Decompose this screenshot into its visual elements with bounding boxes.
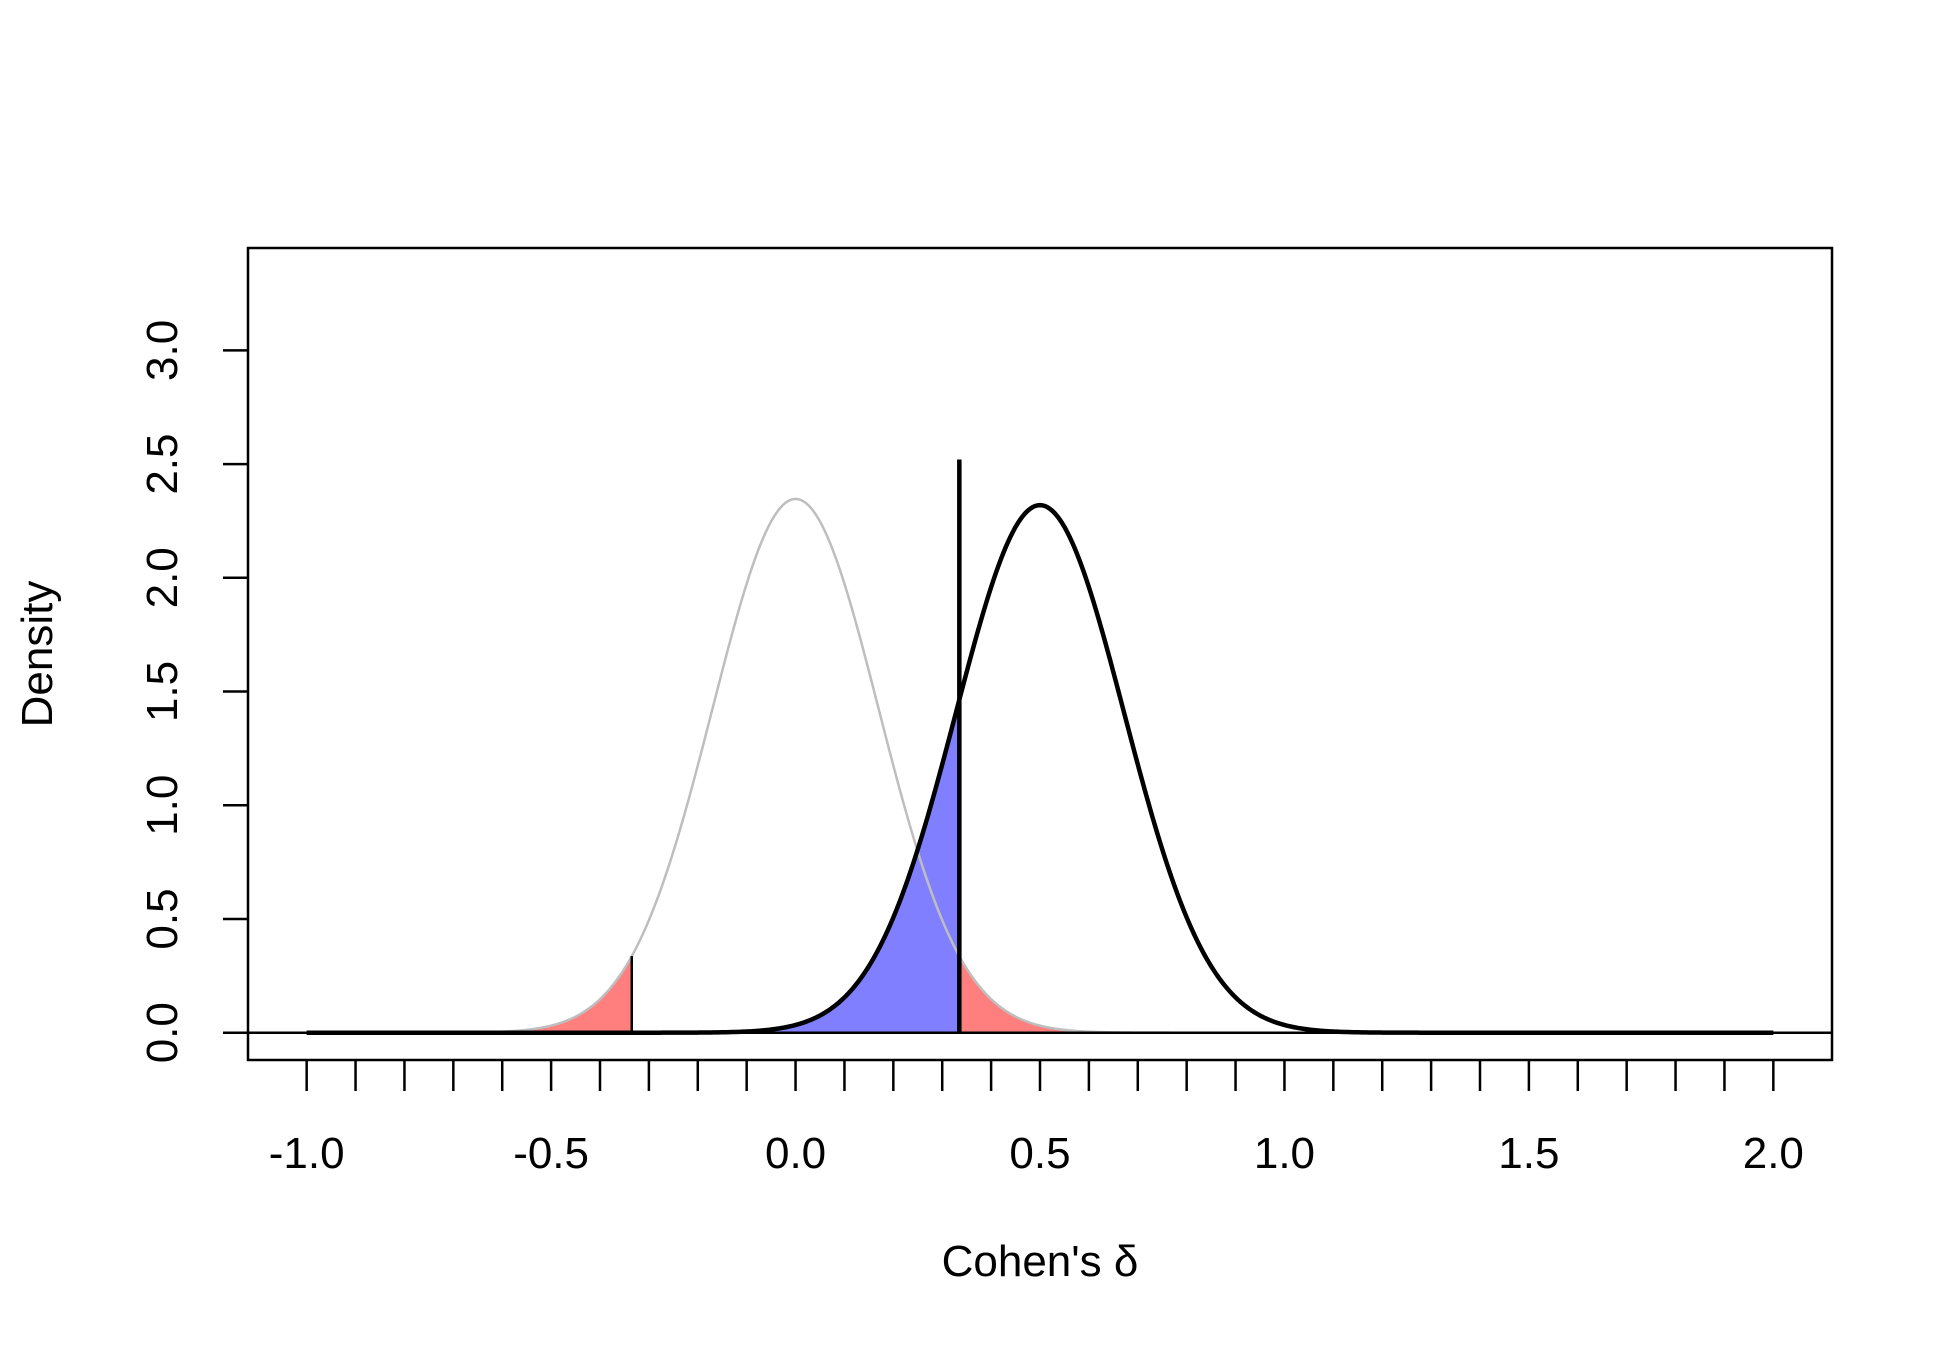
x-tick-label: 0.0 (765, 1129, 826, 1178)
alpha-lower-tail-fill (306, 956, 632, 1033)
y-axis: 0.0 0.5 1.0 1.5 2.0 2.5 3.0 (138, 320, 248, 1063)
y-tick-label: 1.5 (138, 661, 187, 722)
x-tick-label: -1.0 (269, 1129, 345, 1178)
y-tick-label: 1.0 (138, 775, 187, 836)
y-axis-title: Density (13, 581, 62, 728)
y-tick-label: 0.5 (138, 888, 187, 949)
shaded-regions (306, 699, 1774, 1033)
x-axis: -1.0 -0.5 0.0 0.5 1.0 1.5 2.0 (269, 1060, 1804, 1178)
x-tick-label: -0.5 (513, 1129, 589, 1178)
x-tick-label: 1.5 (1498, 1129, 1559, 1178)
x-tick-label: 0.5 (1009, 1129, 1070, 1178)
reference-lines (248, 459, 1832, 1034)
x-tick-label: 1.0 (1254, 1129, 1315, 1178)
x-tick-label: 2.0 (1743, 1129, 1804, 1178)
y-tick-label: 2.5 (138, 433, 187, 494)
beta-region-fill (306, 699, 960, 1033)
y-tick-label: 3.0 (138, 320, 187, 381)
x-axis-title: Cohen's δ (942, 1237, 1139, 1286)
y-tick-label: 0.0 (138, 1002, 187, 1063)
y-tick-label: 2.0 (138, 547, 187, 608)
